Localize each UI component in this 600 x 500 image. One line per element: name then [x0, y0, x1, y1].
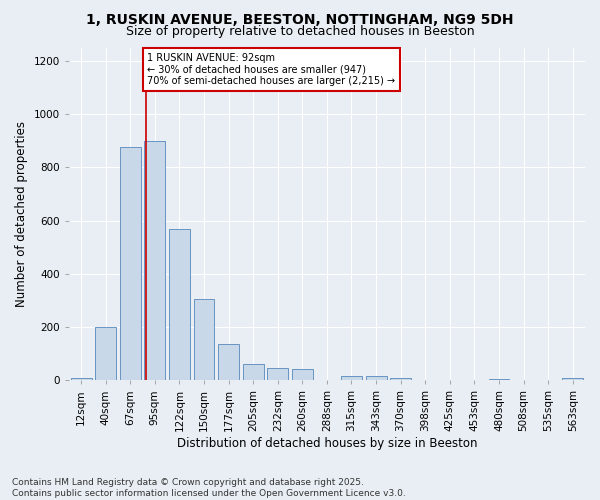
Text: Contains HM Land Registry data © Crown copyright and database right 2025.
Contai: Contains HM Land Registry data © Crown c…: [12, 478, 406, 498]
X-axis label: Distribution of detached houses by size in Beeston: Distribution of detached houses by size …: [176, 437, 477, 450]
Bar: [145, 140, 166, 380]
Bar: [292, 369, 313, 380]
Bar: [268, 368, 288, 380]
Bar: [365, 376, 386, 380]
Text: 1 RUSKIN AVENUE: 92sqm
← 30% of detached houses are smaller (947)
70% of semi-de: 1 RUSKIN AVENUE: 92sqm ← 30% of detached…: [148, 53, 395, 86]
Bar: [488, 379, 509, 380]
Text: Size of property relative to detached houses in Beeston: Size of property relative to detached ho…: [125, 25, 475, 38]
Bar: [341, 376, 362, 380]
Text: 1, RUSKIN AVENUE, BEESTON, NOTTINGHAM, NG9 5DH: 1, RUSKIN AVENUE, BEESTON, NOTTINGHAM, N…: [86, 12, 514, 26]
Bar: [243, 364, 263, 380]
Bar: [95, 327, 116, 380]
Bar: [120, 148, 141, 380]
Bar: [390, 378, 411, 380]
Bar: [218, 344, 239, 380]
Bar: [71, 378, 92, 380]
Bar: [562, 378, 583, 380]
Bar: [194, 299, 214, 380]
Bar: [169, 228, 190, 380]
Y-axis label: Number of detached properties: Number of detached properties: [15, 121, 28, 307]
